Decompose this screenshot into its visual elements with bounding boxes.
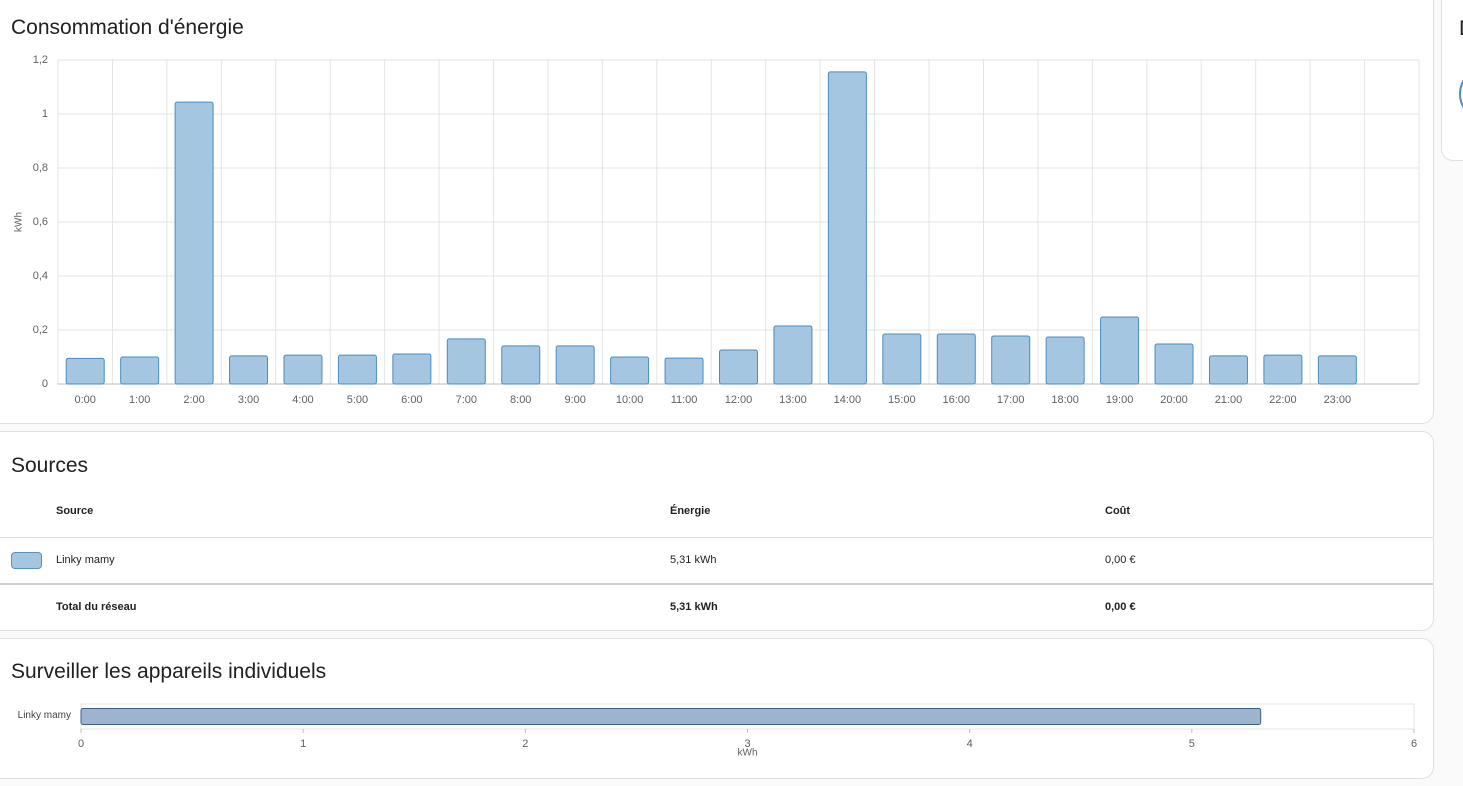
x-tick-label: 4: [967, 738, 973, 750]
bar: [1100, 316, 1140, 385]
x-tick-label: 10:00: [616, 394, 644, 406]
total-label: Total du réseau: [56, 601, 137, 613]
total-energy: 5,31 kWh: [670, 601, 718, 613]
bar: [501, 345, 541, 385]
bar: [1154, 343, 1194, 385]
bar: [120, 356, 160, 385]
card-title: Sources: [11, 454, 89, 477]
y-tick-label: Linky mamy: [18, 710, 71, 721]
bar: [1045, 336, 1085, 385]
gauge: [1459, 67, 1463, 121]
x-tick-label: 2: [522, 738, 528, 750]
x-tick-label: 12:00: [725, 394, 753, 406]
y-tick-label: 0,2: [33, 324, 48, 336]
bar: [882, 333, 922, 385]
side-card-title: D: [1459, 17, 1463, 41]
bar: [446, 338, 486, 385]
x-tick-label: 0:00: [75, 394, 96, 406]
card-title: Consommation d'énergie: [11, 16, 244, 39]
x-tick-label: 19:00: [1106, 394, 1134, 406]
total-cost: 0,00 €: [1105, 601, 1136, 613]
x-tick-label: 15:00: [888, 394, 916, 406]
x-tick-label: 13:00: [779, 394, 807, 406]
x-tick-label: 9:00: [564, 394, 585, 406]
x-tick-label: 22:00: [1269, 394, 1297, 406]
bar: [174, 101, 214, 385]
x-tick-label: 1: [300, 738, 306, 750]
source-color: [11, 552, 42, 569]
y-tick-label: 0,6: [33, 216, 48, 228]
x-tick-label: 5: [1189, 738, 1195, 750]
bar: [555, 345, 595, 385]
x-tick-label: 2:00: [183, 394, 204, 406]
bar: [936, 333, 976, 385]
x-tick-label: 7:00: [456, 394, 477, 406]
x-tick-label: 8:00: [510, 394, 531, 406]
devices-card: Surveiller les appareils individuels 0 1 2…: [0, 638, 1434, 779]
bar: [664, 357, 704, 385]
x-tick-label: 21:00: [1215, 394, 1243, 406]
row-divider: [0, 583, 1433, 585]
consumption-card: Consommation d'énergie 0 0,2 0,4 0,6 0,8 1 1,2…: [0, 0, 1434, 424]
bar: [1208, 355, 1248, 385]
column-header: Coût: [1105, 505, 1131, 517]
side-card: D: [1441, 0, 1463, 161]
bar: [610, 356, 650, 385]
row-divider: [0, 537, 1433, 538]
bar: [65, 357, 105, 385]
sources-card: Sources Source Énergie Coût Linky mamy 5…: [0, 431, 1434, 631]
x-tick-label: 23:00: [1324, 394, 1352, 406]
x-tick-label: 18:00: [1051, 394, 1079, 406]
consumption-chart: 0 0,2 0,4 0,6 0,8 1 1,2 kWh 0:00 1:00 2:00 3:00 4:00…: [14, 54, 1420, 406]
source-cost: 0,00 €: [1105, 554, 1136, 566]
x-tick-label: 5:00: [347, 394, 368, 406]
bar: [991, 335, 1031, 385]
x-tick-label: 16:00: [942, 394, 970, 406]
y-tick-label: 0: [42, 378, 48, 390]
bar: [719, 349, 758, 385]
x-tick-label: 3:00: [238, 394, 259, 406]
column-header: Énergie: [670, 505, 711, 517]
bar: [229, 355, 269, 385]
x-tick-label: 14:00: [834, 394, 862, 406]
bar: [1263, 354, 1303, 385]
y-tick-label: 0,8: [33, 162, 48, 174]
source-energy: 5,31 kWh: [670, 554, 717, 566]
y-tick-label: 0,4: [33, 270, 48, 282]
y-tick-label: 1: [42, 108, 48, 120]
y-axis-label: kWh: [14, 212, 25, 232]
x-tick-label: 17:00: [997, 394, 1025, 406]
bar: [283, 354, 323, 385]
x-tick-label: 11:00: [671, 394, 698, 406]
x-tick-label: 4:00: [292, 394, 313, 406]
y-tick-label: 1,2: [33, 54, 48, 66]
bar: [392, 353, 432, 385]
bar: [1317, 355, 1357, 385]
devices-chart: 0 1 2 3 4 5 6 kWh Linky mamy: [18, 703, 1417, 759]
card-title: Surveiller les appareils individuels: [11, 660, 327, 683]
source-name: Linky mamy: [56, 554, 115, 566]
bar: [827, 71, 867, 385]
column-header: Source: [56, 505, 94, 517]
bar: [80, 708, 1262, 725]
x-tick-label: 1:00: [129, 394, 150, 406]
x-tick-label: 20:00: [1160, 394, 1188, 406]
bar: [337, 354, 377, 385]
x-tick-label: 3: [744, 738, 750, 750]
bar: [773, 325, 813, 385]
x-tick-label: 6:00: [401, 394, 422, 406]
x-tick-label: 0: [78, 738, 84, 750]
x-axis-label: kWh: [738, 748, 758, 759]
x-tick-label: 6: [1411, 738, 1417, 750]
